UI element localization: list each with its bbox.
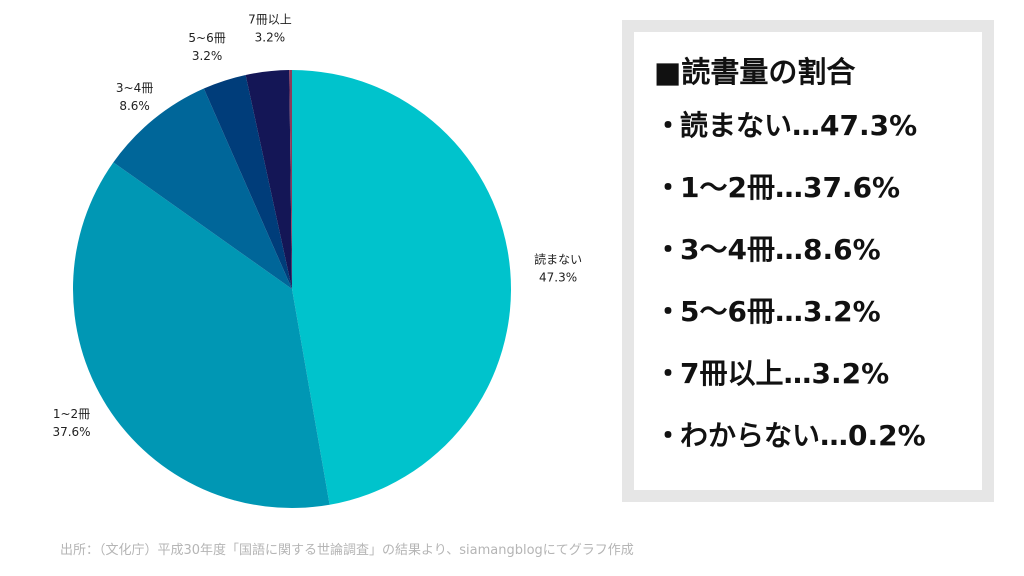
slice-category-label: 7冊以上 (248, 13, 292, 27)
slice-label-4: 7冊以上 3.2% (248, 13, 292, 45)
legend-item-label: わからない…0.2% (680, 419, 926, 452)
slice-label-1: 1~2冊 37.6% (52, 407, 90, 439)
legend-item-yomanai: ・読まない…47.3% (654, 110, 982, 142)
legend-panel: ■読書量の割合 ・読まない…47.3% ・1〜2冊…37.6% ・3〜4冊…8.… (622, 20, 994, 502)
slice-value-label: 37.6% (52, 425, 90, 439)
slice-category-label: 読まない (534, 252, 582, 267)
slice-category-label: 3~4冊 (116, 81, 153, 95)
legend-bullet: ・ (654, 295, 683, 328)
legend-bullet: ・ (654, 233, 683, 266)
legend-item-label: 7冊以上…3.2% (680, 357, 890, 390)
legend-item-wakaranai: ・わからない…0.2% (654, 420, 982, 452)
legend-list: ・読まない…47.3% ・1〜2冊…37.6% ・3〜4冊…8.6% ・5〜6冊… (654, 110, 982, 452)
pie-slices (73, 70, 511, 508)
legend-item-label: 読まない…47.3% (680, 109, 918, 142)
legend-bullet: ・ (654, 357, 683, 390)
slice-value-label: 8.6% (119, 99, 150, 113)
slice-label-0: 読まない 47.3% (534, 252, 582, 285)
pie-slice-1 (73, 162, 330, 508)
pie-slice-4 (245, 70, 292, 289)
legend-title: ■読書量の割合 (654, 55, 856, 89)
legend-item-7-plus: ・7冊以上…3.2% (654, 358, 982, 390)
slice-label-2: 3~4冊 8.6% (116, 81, 153, 113)
legend-item-label: 3〜4冊…8.6% (680, 233, 881, 266)
legend-item-5-6: ・5〜6冊…3.2% (654, 296, 982, 328)
slice-value-label: 3.2% (255, 31, 286, 45)
pie-labels: 読まない 47.3% 1~2冊 37.6% 3~4冊 8.6% 5~6冊 3.2% 7冊以上 3.… (52, 13, 582, 439)
pie-slice-0 (292, 70, 511, 505)
slice-label-3: 5~6冊 3.2% (188, 31, 225, 63)
slice-category-label: 5~6冊 (188, 31, 225, 45)
legend-item-3-4: ・3〜4冊…8.6% (654, 234, 982, 266)
slice-value-label: 3.2% (192, 49, 223, 63)
legend-box: ■読書量の割合 ・読まない…47.3% ・1〜2冊…37.6% ・3〜4冊…8.… (634, 32, 982, 490)
source-note: 出所：（文化庁）平成30年度「国語に関する世論調査」の結果より、siamangb… (60, 543, 634, 558)
legend-item-label: 5〜6冊…3.2% (680, 295, 881, 328)
legend-bullet: ・ (654, 419, 683, 452)
pie-chart: 読まない 47.3% 1~2冊 37.6% 3~4冊 8.6% 5~6冊 3.2% 7冊以上 3.… (52, 13, 582, 508)
pie-slice-2 (113, 88, 292, 290)
legend-bullet: ・ (654, 171, 683, 204)
slice-category-label: 1~2冊 (53, 407, 90, 421)
legend-item-1-2: ・1〜2冊…37.6% (654, 172, 982, 204)
pie-slice-5 (289, 70, 292, 289)
pie-slice-3 (203, 74, 292, 289)
legend-bullet: ・ (654, 109, 683, 142)
legend-item-label: 1〜2冊…37.6% (680, 171, 901, 204)
slice-value-label: 47.3% (539, 271, 577, 285)
